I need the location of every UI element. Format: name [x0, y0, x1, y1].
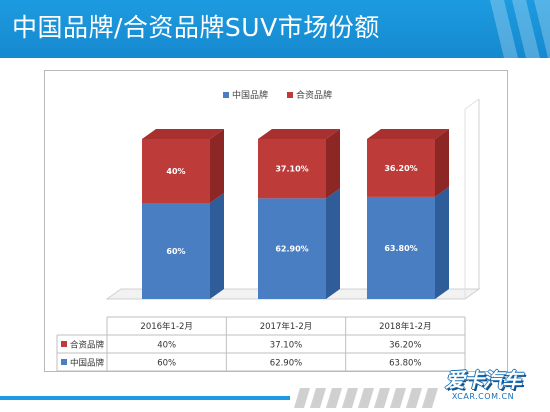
table-row-label-china: 中国品牌 — [70, 358, 105, 369]
bar-joint-top-2 — [258, 129, 340, 139]
legend-label-joint: 合资品牌 — [296, 89, 332, 101]
data-label-china-2: 62.90% — [275, 245, 308, 254]
bar-joint-top-1 — [142, 129, 224, 139]
xcar-logo: 爱卡汽车 XCAR.COM.CN — [428, 368, 538, 408]
table-cell-joint-2: 37.10% — [270, 341, 302, 351]
footer-stripe — [326, 388, 342, 408]
footer-stripe — [342, 388, 358, 408]
bar-joint-top-3 — [367, 129, 449, 139]
footer-stripe — [294, 388, 310, 408]
table-cell-joint-1: 40% — [157, 341, 176, 351]
legend-label-china: 中国品牌 — [232, 89, 268, 101]
bar-joint-3 — [367, 139, 435, 197]
table-header-1: 2016年1-2月 — [140, 321, 193, 332]
table-cell-china-1: 60% — [157, 359, 176, 369]
data-label-joint-2: 37.10% — [275, 165, 308, 174]
bar-joint-1 — [142, 139, 210, 203]
table-swatch-joint — [61, 341, 67, 347]
legend-swatch-china — [223, 92, 229, 98]
table-swatch-china — [61, 359, 67, 365]
page-title: 中国品牌/合资品牌SUV市场份额 — [12, 13, 380, 42]
footer-stripe — [374, 388, 390, 408]
footer-bar — [0, 396, 290, 400]
bar-joint-side-2 — [326, 129, 340, 199]
table-row-label-joint: 合资品牌 — [70, 340, 105, 351]
logo-sub-text: XCAR.COM.CN — [451, 392, 515, 401]
table-header-2: 2017年1-2月 — [260, 321, 313, 332]
bar-china-side-2 — [326, 188, 340, 299]
footer-stripe — [358, 388, 374, 408]
bar-china-side-1 — [210, 193, 224, 299]
bar-joint-side-1 — [210, 129, 224, 203]
footer-stripe — [406, 388, 422, 408]
chart: 中国品牌 合资品牌60%40%62.90%37.10%63.80%36.20%20… — [56, 89, 481, 371]
data-label-china-1: 60% — [166, 247, 185, 256]
legend-swatch-joint — [287, 92, 293, 98]
table-cell-china-2: 62.90% — [270, 359, 302, 369]
data-label-joint-1: 40% — [166, 167, 185, 176]
table-cell-china-3: 63.80% — [389, 359, 421, 369]
table-cell-joint-3: 36.20% — [389, 341, 421, 351]
footer-stripe — [390, 388, 406, 408]
chart-wall-top-edge — [464, 98, 480, 110]
footer-stripe — [310, 388, 326, 408]
data-label-joint-3: 36.20% — [384, 164, 417, 173]
footer-stripe — [422, 388, 438, 408]
header-banner: 中国品牌/合资品牌SUV市场份额 — [0, 0, 550, 58]
footer-stripes — [0, 388, 438, 408]
logo-main-text: 爱卡汽车 — [445, 368, 522, 392]
bar-joint-2 — [258, 139, 326, 199]
header-stripes — [490, 0, 550, 58]
bar-china-side-3 — [435, 186, 449, 299]
bar-joint-side-3 — [435, 129, 449, 197]
bar-china-3 — [367, 196, 435, 299]
table-header-3: 2018年1-2月 — [379, 321, 432, 332]
chart-frame: 中国品牌 合资品牌 60% 40% 62.90% 37.10% 63.80% 36.20% 20… — [44, 70, 508, 372]
data-label-china-3: 63.80% — [384, 244, 417, 253]
bar-china-2 — [258, 198, 326, 299]
bar-china-1 — [142, 203, 210, 299]
